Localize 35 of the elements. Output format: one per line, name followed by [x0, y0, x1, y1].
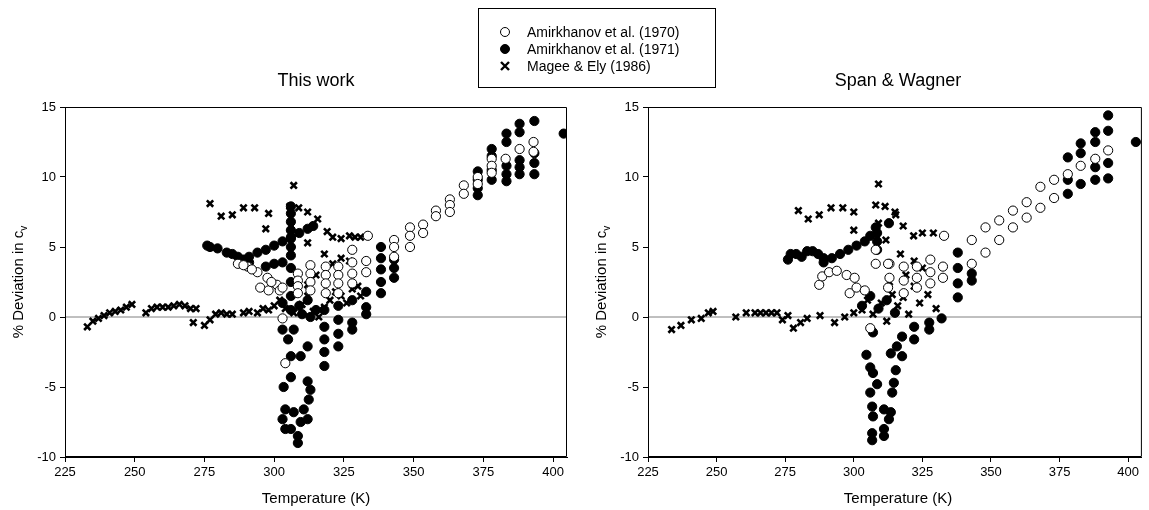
x-tick-label: 325: [911, 464, 934, 480]
legend-label: Amirkhanov et al. (1970): [527, 23, 680, 40]
x-tick-label: 350: [980, 464, 1002, 480]
y-tick-label: -5: [627, 378, 639, 394]
x-tick-label: 350: [402, 464, 425, 480]
y-tick-label: 10: [41, 168, 56, 184]
x-tick-label: 300: [842, 464, 865, 480]
x-tick-label: 250: [705, 464, 728, 480]
y-tick-label: -10: [620, 448, 639, 464]
x-tick-label: 275: [774, 464, 797, 480]
legend-label: Magee & Ely (1986): [527, 57, 651, 74]
x-axis-title: Temperature (K): [843, 489, 953, 506]
y-tick-label: 5: [631, 238, 639, 254]
x-tick-label: 400: [1117, 464, 1140, 480]
x-tick-label: 400: [542, 464, 564, 480]
x-tick-label: 375: [472, 464, 495, 480]
y-tick-label: 5: [48, 238, 56, 254]
y-tick-label: -10: [37, 448, 56, 464]
x-tick-label: 225: [54, 464, 76, 480]
x-tick-label: 250: [123, 464, 146, 480]
x-tick-label: 300: [263, 464, 286, 480]
y-tick-label: 15: [41, 98, 56, 114]
x-tick-label: 375: [1048, 464, 1071, 480]
y-tick-label: 0: [48, 308, 56, 324]
y-tick-label: -5: [44, 378, 56, 394]
x-tick-label: 275: [193, 464, 216, 480]
x-axis-title: Temperature (K): [261, 489, 371, 506]
chart-title: This work: [277, 70, 355, 91]
chart-title: Span & Wagner: [834, 70, 962, 91]
y-tick-label: 15: [624, 98, 639, 114]
x-tick-label: 225: [637, 464, 659, 480]
y-tick-label: 0: [631, 308, 639, 324]
legend-label: Amirkhanov et al. (1971): [527, 40, 680, 57]
x-tick-label: 325: [333, 464, 355, 480]
y-tick-label: 10: [624, 168, 639, 184]
